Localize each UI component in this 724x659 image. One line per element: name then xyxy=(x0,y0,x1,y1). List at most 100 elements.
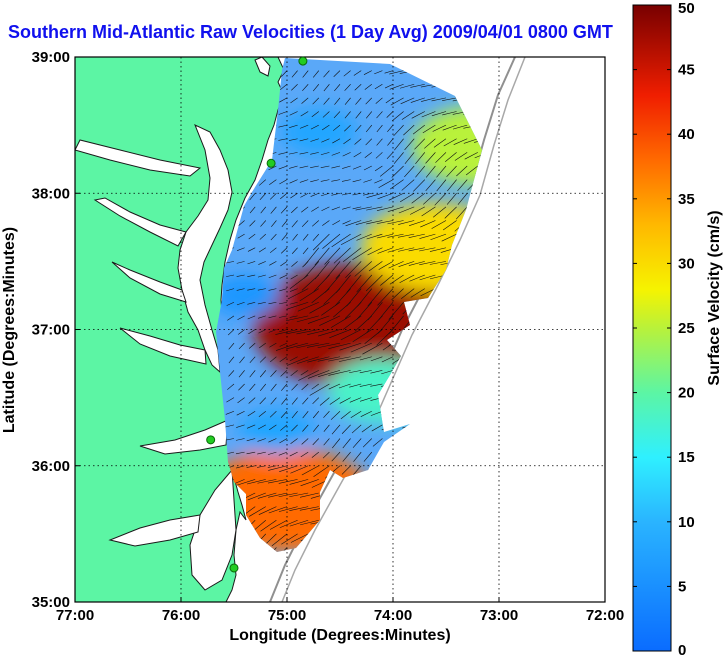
velocity-vector xyxy=(300,192,309,198)
velocity-vector xyxy=(286,342,309,350)
velocity-vector xyxy=(356,274,373,293)
velocity-vector xyxy=(355,220,372,225)
velocity-vector xyxy=(330,315,351,328)
velocity-vector xyxy=(249,206,256,214)
velocity-vector xyxy=(257,315,266,319)
velocity-vector xyxy=(364,84,372,90)
velocity-vector xyxy=(359,397,372,402)
velocity-vector xyxy=(328,370,351,376)
velocity-vector xyxy=(374,165,383,172)
albemarle-sound xyxy=(139,419,229,455)
velocity-vector xyxy=(340,329,362,341)
velocity-vector xyxy=(432,124,447,132)
velocity-vector xyxy=(307,370,330,379)
velocity-vector xyxy=(335,261,351,279)
velocity-vector xyxy=(376,220,394,224)
velocity-vector xyxy=(430,233,447,241)
velocity-vector xyxy=(442,111,457,116)
potomac-river xyxy=(93,197,187,247)
velocity-vector xyxy=(259,233,267,240)
velocity-vector xyxy=(275,329,298,335)
velocity-vector xyxy=(351,424,362,434)
velocity-vector xyxy=(352,247,372,261)
velocity-vector xyxy=(389,83,404,90)
velocity-vector xyxy=(342,247,362,262)
velocity-vector xyxy=(237,233,245,239)
velocity-vector xyxy=(310,124,319,130)
velocity-vector xyxy=(399,274,415,283)
velocity-vector xyxy=(399,83,415,89)
velocity-vector xyxy=(257,438,266,442)
velocity-vector xyxy=(236,261,245,264)
velocity-vector xyxy=(285,329,309,335)
velocity-vector xyxy=(280,193,288,200)
velocity-vector xyxy=(257,424,266,430)
velocity-vector xyxy=(298,370,319,381)
velocity-vector xyxy=(269,179,277,186)
velocity-vector xyxy=(339,342,362,351)
velocity-vector xyxy=(268,165,277,171)
rappahannock-river xyxy=(111,261,187,303)
velocity-vector xyxy=(360,410,372,417)
velocity-vector xyxy=(301,383,309,391)
velocity-vector xyxy=(338,383,351,389)
velocity-vector xyxy=(278,479,298,484)
velocity-vector xyxy=(291,261,298,267)
velocity-vector xyxy=(436,165,447,178)
velocity-vector xyxy=(372,438,383,447)
velocity-vector xyxy=(225,424,235,428)
colorbar-tick-label: 50 xyxy=(678,0,695,17)
velocity-vector xyxy=(269,356,277,363)
velocity-vector xyxy=(364,152,372,158)
velocity-vector xyxy=(268,492,288,498)
velocity-vector xyxy=(341,179,351,182)
colorbar-tick-label: 20 xyxy=(678,385,695,402)
velocity-vector xyxy=(279,356,288,362)
velocity-vector xyxy=(246,451,256,455)
velocity-vector xyxy=(257,479,277,484)
velocity-vector xyxy=(331,451,341,462)
velocity-vector xyxy=(353,152,362,158)
velocity-vector xyxy=(453,138,468,145)
velocity-vector xyxy=(343,70,351,77)
velocity-vector xyxy=(387,138,394,146)
velocity-vector xyxy=(329,397,341,405)
velocity-vector xyxy=(398,247,415,252)
velocity-vector xyxy=(269,193,277,200)
velocity-vector xyxy=(435,152,447,163)
velocity-vector xyxy=(380,165,394,177)
pamlico-inlet xyxy=(108,514,201,547)
velocity-vector xyxy=(279,179,288,185)
colorbar-tick-label: 0 xyxy=(678,642,686,659)
y-tick-label: 36:00 xyxy=(32,458,70,475)
velocity-vector xyxy=(247,315,256,320)
velocity-vector xyxy=(238,370,245,378)
velocity-vector xyxy=(291,411,298,419)
velocity-vector xyxy=(227,383,235,390)
velocity-vector xyxy=(333,70,341,77)
velocity-vector xyxy=(374,179,383,184)
velocity-vector xyxy=(236,424,245,428)
velocity-vector xyxy=(398,206,415,214)
velocity-vector xyxy=(238,383,245,391)
velocity-vector xyxy=(442,124,457,131)
velocity-vector xyxy=(258,179,266,186)
velocity-vector xyxy=(235,438,245,441)
velocity-vector xyxy=(325,261,341,280)
velocity-vector xyxy=(333,247,351,264)
velocity-vector xyxy=(344,124,351,132)
velocity-vector xyxy=(361,424,372,433)
velocity-vector xyxy=(408,247,425,252)
velocity-vector xyxy=(227,315,235,321)
velocity-vector xyxy=(257,451,266,455)
velocity-vector xyxy=(363,451,373,462)
x-tick-label: 77:00 xyxy=(56,607,94,624)
velocity-vector xyxy=(260,206,267,214)
velocity-vector xyxy=(410,97,425,103)
velocity-vector xyxy=(238,329,245,335)
velocity-vector xyxy=(414,138,426,150)
velocity-vector xyxy=(268,465,288,471)
velocity-vector xyxy=(259,342,266,349)
velocity-vector xyxy=(300,370,309,376)
colorbar-tick-label: 40 xyxy=(678,126,695,143)
